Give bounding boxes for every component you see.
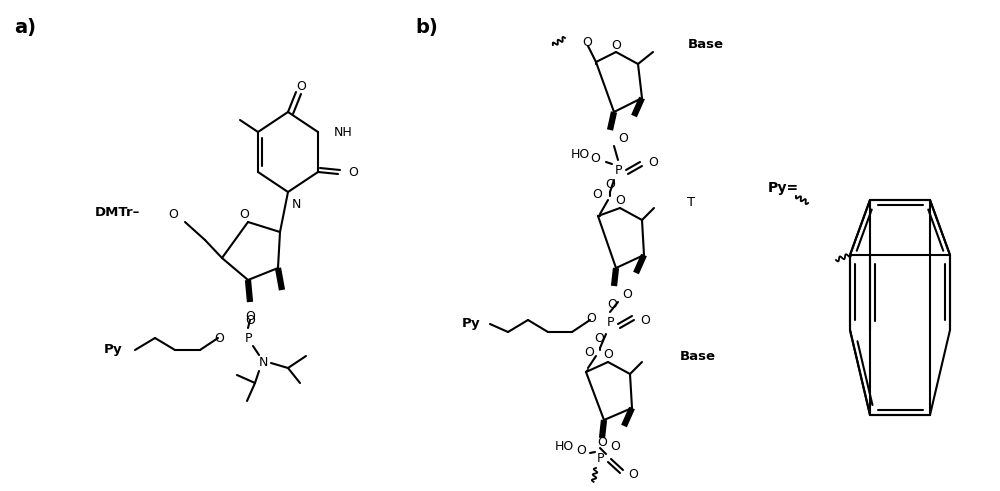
Text: a): a) [14, 18, 36, 37]
Text: O: O [245, 313, 255, 327]
Text: Base: Base [680, 350, 716, 362]
Text: Base: Base [688, 37, 724, 51]
Text: O: O [615, 194, 625, 208]
Text: O: O [648, 156, 658, 168]
Text: O: O [245, 309, 255, 323]
Text: O: O [239, 208, 249, 220]
Text: P: P [244, 331, 252, 345]
Text: N: N [292, 198, 301, 211]
Text: HO: HO [555, 439, 574, 453]
Text: O: O [610, 439, 620, 453]
Text: O: O [296, 80, 306, 92]
Text: O: O [607, 298, 617, 310]
Text: O: O [592, 188, 602, 200]
Text: Py=: Py= [768, 181, 799, 195]
Text: P: P [606, 316, 614, 328]
Text: O: O [168, 209, 178, 221]
Text: Py: Py [461, 318, 480, 330]
Text: P: P [596, 452, 604, 464]
Text: N: N [258, 356, 268, 370]
Text: O: O [348, 166, 358, 180]
Text: O: O [622, 288, 632, 300]
Text: O: O [597, 436, 607, 448]
Text: NH: NH [334, 126, 353, 138]
Text: O: O [584, 346, 594, 358]
Text: O: O [618, 132, 628, 144]
Text: T: T [687, 195, 695, 209]
Text: O: O [586, 311, 596, 325]
Text: O: O [214, 331, 224, 345]
Text: O: O [628, 467, 638, 481]
Text: O: O [605, 178, 615, 191]
Text: O: O [576, 443, 586, 457]
Text: P: P [614, 164, 622, 176]
Text: O: O [594, 331, 604, 345]
Text: b): b) [415, 18, 438, 37]
Text: HO: HO [571, 147, 590, 161]
Text: O: O [590, 152, 600, 164]
Text: O: O [640, 313, 650, 327]
Text: O: O [611, 38, 621, 52]
Text: O: O [603, 349, 613, 361]
Text: O: O [582, 35, 592, 49]
Text: Py: Py [103, 344, 122, 356]
Text: DMTr–: DMTr– [95, 206, 140, 218]
